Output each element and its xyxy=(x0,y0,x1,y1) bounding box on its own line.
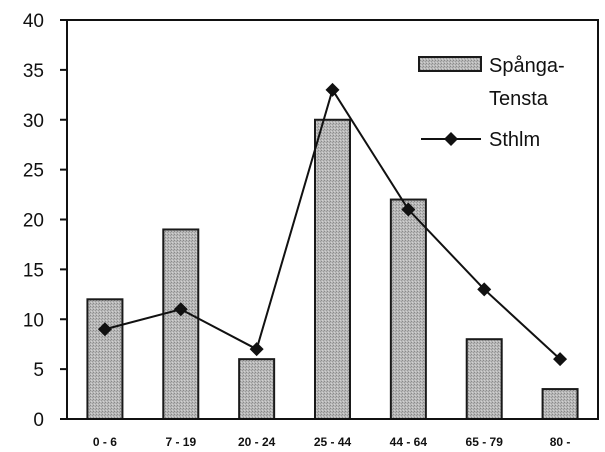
y-tick-label: 0 xyxy=(33,410,44,431)
legend: Spånga- Tensta Sthlm xyxy=(418,55,565,151)
bar xyxy=(314,118,351,420)
y-tick-label: 5 xyxy=(33,360,44,381)
bar xyxy=(238,358,276,420)
line-point xyxy=(173,302,188,317)
y-tick-label: 30 xyxy=(23,111,44,132)
y-tick-label: 15 xyxy=(23,260,44,281)
legend-bar-label: Tensta xyxy=(489,88,549,110)
plot-frame xyxy=(66,19,599,420)
bar xyxy=(465,338,503,421)
y-tick-label: 10 xyxy=(23,310,44,331)
x-tick-label: 0 - 6 xyxy=(93,435,117,449)
legend-line-marker xyxy=(444,132,458,146)
y-tick-labels: 0 5 10 15 20 25 30 35 40 xyxy=(23,11,44,431)
legend-line-label: Sthlm xyxy=(489,129,540,151)
line-point xyxy=(477,282,492,297)
series-markers xyxy=(97,82,568,367)
bar xyxy=(541,388,579,421)
x-tick-labels: 0 - 6 7 - 19 20 - 24 25 - 44 44 - 64 65 - 79 8… xyxy=(93,435,570,449)
y-tick-marks xyxy=(60,19,67,420)
x-tick-label: 25 - 44 xyxy=(314,435,352,449)
line-point xyxy=(97,322,112,337)
line-point xyxy=(401,202,416,217)
line-point xyxy=(553,352,568,367)
x-tick-label: 65 - 79 xyxy=(466,435,504,449)
bar xyxy=(86,298,124,420)
x-tick-label: 20 - 24 xyxy=(238,435,276,449)
legend-bar-swatch xyxy=(418,56,482,72)
bar xyxy=(389,198,427,420)
bar xyxy=(162,228,200,420)
y-tick-label: 25 xyxy=(23,161,44,182)
y-tick-label: 35 xyxy=(23,61,44,82)
x-tick-label: 44 - 64 xyxy=(390,435,428,449)
x-tick-label: 7 - 19 xyxy=(165,435,196,449)
bars xyxy=(86,118,579,421)
y-tick-label: 20 xyxy=(23,211,44,232)
legend-bar-label: Spånga- xyxy=(489,55,565,77)
plot-border xyxy=(66,19,599,420)
x-tick-label: 80 - xyxy=(550,435,571,449)
line-point xyxy=(325,82,340,97)
line-point xyxy=(249,342,264,357)
y-tick-label: 40 xyxy=(23,11,44,32)
